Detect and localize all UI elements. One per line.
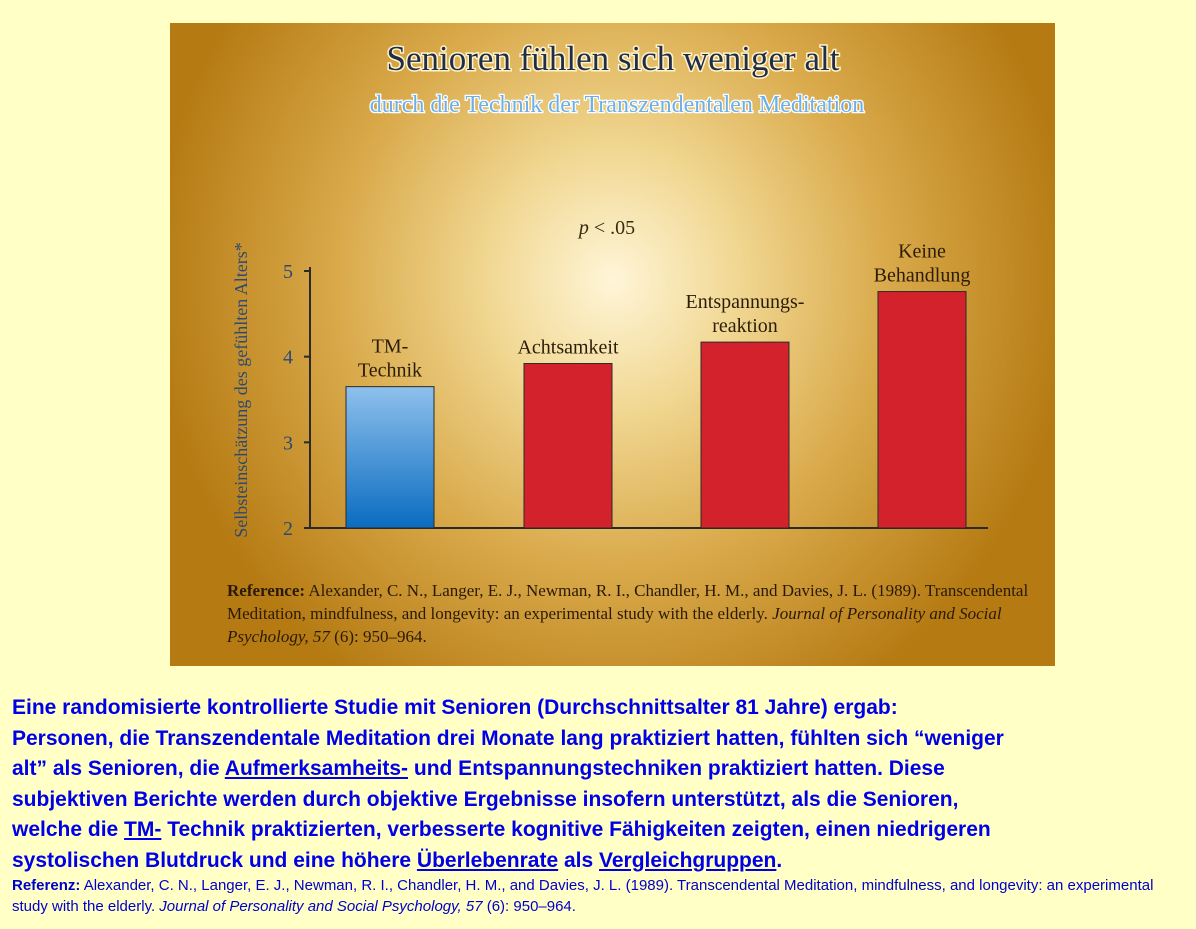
chart-panel: Senioren fühlen sich weniger alt durch d… bbox=[170, 23, 1055, 666]
reference-authors: Alexander, C. N., Langer, E. J., Newman,… bbox=[227, 581, 1029, 623]
footer-reference: Referenz: Alexander, C. N., Langer, E. J… bbox=[12, 875, 1192, 917]
summary-line: alt” als Senioren, die Aufmerksamheits- … bbox=[12, 757, 945, 780]
footer-reference-pages: (6): 950–964. bbox=[482, 898, 576, 915]
underlined-word: Aufmerksamheits- bbox=[224, 757, 409, 780]
y-axis-label: Selbsteinschätzung des gefühlten Alters* bbox=[231, 242, 251, 537]
y-tick-label: 5 bbox=[283, 261, 293, 283]
p-threshold: < .05 bbox=[589, 217, 635, 239]
bar bbox=[700, 341, 790, 529]
summary-line: subjektiven Berichte werden durch objekt… bbox=[12, 787, 959, 811]
bar-label: Behandlung bbox=[874, 265, 971, 287]
y-tick-label: 4 bbox=[283, 347, 293, 369]
underlined-word: Vergleichgruppen bbox=[599, 848, 777, 872]
significance-annotation: p < .05 bbox=[577, 217, 635, 239]
underlined-word: Überlebenrate bbox=[416, 848, 559, 872]
footer-reference-text: Alexander, C. N., Langer, E. J., Newman,… bbox=[12, 877, 1154, 915]
y-tick-label: 3 bbox=[283, 432, 293, 454]
summary-line: systolischen Blutdruck und eine höhere Ü… bbox=[12, 848, 783, 872]
bar-label: TM- bbox=[372, 336, 409, 358]
summary-line: welche die TM- Technik praktizierten, ve… bbox=[12, 818, 991, 841]
footer-reference-label: Referenz: bbox=[12, 877, 81, 894]
bar bbox=[523, 363, 613, 529]
underlined-word: TM- bbox=[124, 818, 162, 841]
bar bbox=[345, 386, 435, 529]
bar-label: Keine bbox=[898, 241, 946, 263]
reference-journal: Journal of Personality and Social Psycho… bbox=[227, 604, 1002, 646]
reference-label: Reference: bbox=[227, 581, 306, 600]
footer-reference-journal: Journal of Personality and Social Psycho… bbox=[159, 898, 483, 915]
bar-label: reaktion bbox=[712, 315, 778, 337]
chart-title: Senioren fühlen sich weniger alt bbox=[387, 39, 840, 78]
summary-line: Personen, die Transzendentale Meditation… bbox=[12, 726, 1004, 750]
bar-labels: TM-Technik Achtsamkeit Entspannungs-reakti… bbox=[358, 241, 970, 382]
bar-label: Achtsamkeit bbox=[517, 337, 619, 359]
chart-subtitle: durch die Technik der Transzendentalen M… bbox=[370, 92, 864, 118]
p-symbol: p bbox=[577, 217, 589, 239]
y-tick-label: 2 bbox=[283, 518, 293, 540]
bar bbox=[877, 291, 967, 529]
bar-label: Entspannungs- bbox=[686, 291, 805, 313]
bars bbox=[345, 291, 967, 529]
summary-line: Eine randomisierte kontrollierte Studie … bbox=[12, 696, 898, 719]
bar-label: Technik bbox=[358, 360, 422, 382]
summary-text: Eine randomisierte kontrollierte Studie … bbox=[12, 693, 1196, 876]
reference-citation: Reference: Alexander, C. N., Langer, E. … bbox=[227, 579, 1037, 648]
bar-chart: Senioren fühlen sich weniger alt durch d… bbox=[231, 38, 988, 540]
reference-pages: (6): 950–964. bbox=[334, 627, 427, 646]
